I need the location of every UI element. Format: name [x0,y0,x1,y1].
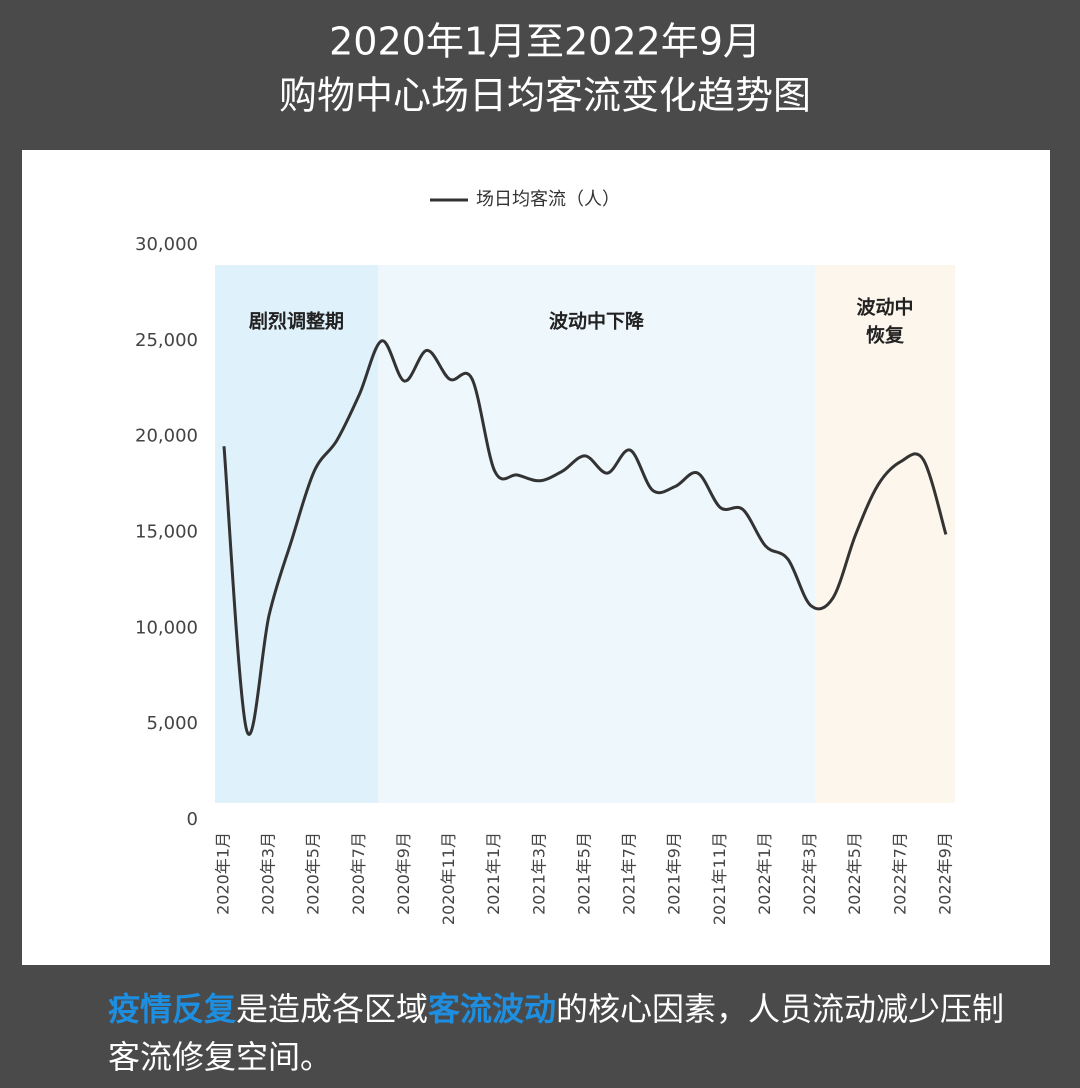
legend-label: 场日均客流（人） [476,189,620,210]
x-tick-label: 2021年5月 [574,832,593,915]
phase-label: 剧烈调整期 [249,310,344,333]
caption-text: 的核心因素，人员流动减少压制客流修复空间。 [108,990,1005,1076]
phase-band [815,265,955,803]
x-tick-label: 2022年7月 [890,832,909,915]
x-tick-label: 2021年11月 [710,832,729,925]
phase-band [215,265,378,803]
x-tick-label: 2020年7月 [349,832,368,915]
x-tick-label: 2022年5月 [845,832,864,915]
x-tick-label: 2020年5月 [304,832,323,915]
x-tick-label: 2021年9月 [665,832,684,915]
x-tick-label: 2020年9月 [394,832,413,915]
x-tick-label: 2020年3月 [259,832,278,915]
phase-band [378,265,815,803]
x-tick-label: 2022年1月 [755,832,774,915]
x-tick-label: 2021年1月 [484,832,503,915]
data-line [222,339,948,736]
chart-title: 2020年1月至2022年9月 [329,20,761,64]
caption-highlight: 疫情反复 [108,990,237,1028]
chart-title: 购物中心场日均客流变化趋势图 [279,74,811,118]
y-tick-label: 0 [187,809,198,830]
x-tick-label: 2020年11月 [439,832,458,925]
y-tick-label: 10,000 [135,617,198,638]
y-tick-label: 20,000 [135,426,198,447]
x-tick-label: 2021年3月 [529,832,548,915]
x-tick-label: 2020年1月 [214,832,233,915]
phase-label: 波动中 [856,296,913,319]
x-tick-label: 2021年7月 [620,832,639,915]
y-tick-label: 25,000 [135,330,198,351]
x-tick-label: 2022年3月 [800,832,819,915]
caption-text: 是造成各区域 [236,990,429,1028]
caption-highlight: 客流波动 [428,990,557,1028]
y-tick-label: 15,000 [135,522,198,543]
y-tick-label: 5,000 [146,713,198,734]
caption: 疫情反复是造成各区域客流波动的核心因素，人员流动减少压制客流修复空间。 [108,985,1008,1081]
x-tick-label: 2022年9月 [935,832,954,915]
phase-label: 恢复 [866,324,905,347]
y-tick-label: 30,000 [135,234,198,255]
phase-label: 波动中下降 [549,310,645,333]
